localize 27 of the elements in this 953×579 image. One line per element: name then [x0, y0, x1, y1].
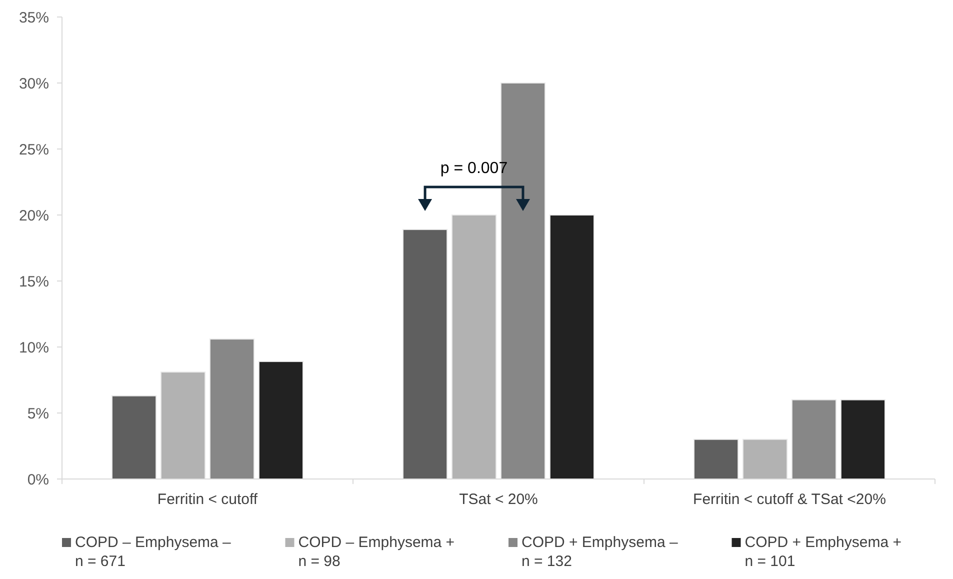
y-tick-label: 30%: [18, 75, 49, 92]
bar: [742, 438, 788, 480]
bar: [791, 399, 837, 480]
bar: [694, 438, 739, 480]
y-tick-label: 10%: [18, 339, 49, 356]
y-tick-label: 20%: [18, 207, 49, 224]
x-tick-label: Ferritin < cutoff: [157, 491, 258, 508]
y-tick-label: 35%: [18, 9, 49, 26]
legend-label: COPD – Emphysema + n = 98: [298, 534, 455, 570]
y-tick-label: 25%: [18, 141, 49, 158]
bar: [258, 361, 304, 480]
y-tick-label: 15%: [18, 273, 49, 290]
bar: [160, 372, 206, 480]
bar: [549, 214, 594, 480]
bar: [402, 229, 448, 480]
legend-label: COPD + Emphysema + n = 101: [744, 534, 902, 570]
legend-label: COPD – Emphysema – n = 671: [75, 534, 232, 570]
bar: [112, 395, 157, 480]
bar: [209, 338, 255, 480]
bar: [840, 399, 886, 480]
y-tick-label: 0%: [27, 471, 49, 488]
x-tick-label: Ferritin < cutoff & TSat <20%: [693, 491, 886, 508]
annotation: p = 0.007: [440, 160, 508, 177]
legend-label: COPD + Emphysema – n = 132: [522, 534, 678, 570]
y-tick-label: 5%: [27, 405, 49, 422]
x-tick-label: TSat < 20%: [459, 491, 538, 508]
bar: [451, 214, 497, 480]
